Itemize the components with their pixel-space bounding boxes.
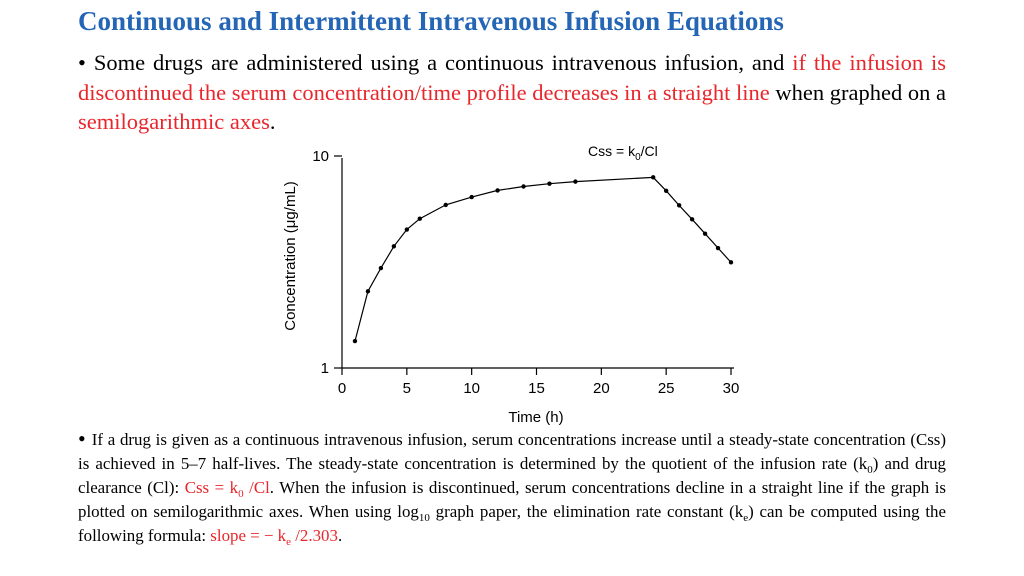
bullet2-subscript-c: e — [743, 512, 749, 524]
bullet2-red-b: /Cl — [243, 478, 270, 497]
x-tick-label: 25 — [658, 380, 675, 397]
data-point — [728, 260, 734, 265]
bullet2-slope-formula: slope = − ke /2.303 — [210, 526, 338, 548]
y-tick-label: 1 — [321, 360, 329, 377]
x-tick-label: 5 — [403, 380, 411, 397]
y-tick-label: 10 — [312, 148, 329, 165]
bullet2-red-c: slope = − k — [210, 526, 287, 545]
data-point — [702, 231, 708, 236]
bullet2-subscript-a: 0 — [867, 464, 873, 476]
bullet-paragraph-1: • Some drugs are administered using a con… — [78, 48, 946, 137]
data-point — [689, 217, 695, 222]
chart-ticks: 0 5 10 15 20 25 30 1 10 — [312, 148, 739, 397]
bullet2-text-c: . When the infusion is discontinued, ser… — [78, 478, 946, 521]
data-point — [676, 203, 682, 208]
css-annotation: Css = k0/Cl — [588, 143, 658, 163]
bullet2-text-a: If a drug is given as a continuous intra… — [78, 430, 946, 473]
chart-axes — [341, 158, 734, 369]
data-point — [443, 202, 448, 208]
x-tick-label: 15 — [528, 380, 545, 397]
x-axis-label: Time (h) — [508, 409, 563, 426]
bullet2-text-e: ) can be computed using the following fo… — [78, 502, 946, 545]
data-point — [352, 338, 358, 344]
bullet2-red-d: /2.303 — [291, 526, 338, 545]
slide-title: Continuous and Intermittent Intravenous … — [78, 6, 784, 36]
data-point — [391, 244, 397, 249]
x-tick-label: 10 — [463, 380, 480, 397]
data-point — [378, 265, 384, 271]
bullet1-highlight-b: semilogarithmic axes — [78, 109, 270, 134]
bullet2-subscript-b: 10 — [418, 512, 430, 524]
bullet1-text-a: Some drugs are administered using a cont… — [93, 50, 793, 75]
data-point — [663, 188, 669, 194]
bullet1-text-c: . — [269, 109, 276, 134]
data-point — [521, 184, 526, 189]
data-point — [573, 179, 578, 184]
data-point — [417, 216, 422, 221]
bullet2-text-d: graph paper, the elimination rate consta… — [429, 502, 744, 521]
bullet2-text-b: ) and drug clearance (Cl): — [78, 454, 946, 497]
bullet-marker: • — [78, 426, 86, 451]
bullet2-red-subscript-a: 0 — [238, 488, 244, 500]
bullet1-text-b: when graphed on a — [769, 79, 946, 105]
data-point — [495, 188, 500, 193]
bullet2-text-f: . — [337, 526, 343, 545]
css-annotation-tail: /Cl — [641, 143, 658, 159]
data-point — [469, 194, 474, 200]
bullet-paragraph-2: • If a drug is given as a continuous intr… — [78, 426, 946, 548]
x-tick-label: 30 — [723, 380, 740, 397]
data-point — [651, 175, 656, 180]
data-point — [365, 289, 371, 294]
concentration-series-line — [354, 176, 732, 342]
bullet2-red-subscript-c: e — [286, 536, 292, 548]
y-axis-label: Concentration (μg/mL) — [282, 181, 299, 331]
css-annotation-sub: 0 — [635, 152, 641, 163]
x-tick-label: 0 — [338, 380, 346, 397]
data-point — [715, 245, 721, 251]
data-point — [547, 181, 552, 186]
concentration-time-chart: 0 5 10 15 20 25 30 1 10 Concentration (μg/mL) Ti… — [282, 143, 739, 426]
concentration-series-points — [352, 175, 734, 344]
css-annotation-main: Css = k — [588, 143, 636, 159]
x-tick-label: 20 — [593, 380, 610, 397]
data-point — [404, 227, 410, 232]
bullet1-highlight-a: if the infusion is discontinued the seru… — [78, 50, 946, 105]
bullet2-css-formula: Css = k0 /Cl — [184, 478, 270, 500]
bullet-marker: • — [78, 50, 86, 75]
bullet2-red-a: Css = k — [184, 478, 239, 497]
